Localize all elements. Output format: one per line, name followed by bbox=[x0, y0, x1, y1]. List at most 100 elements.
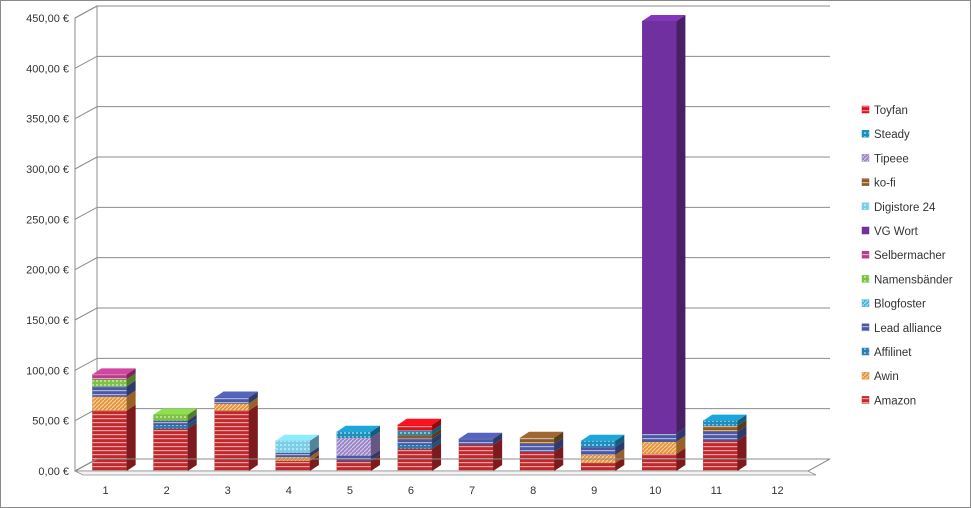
bar-front bbox=[580, 446, 616, 456]
bar-front bbox=[397, 438, 433, 445]
legend-swatch bbox=[861, 323, 870, 332]
bar-side bbox=[248, 391, 258, 404]
x-tick-label: 1 bbox=[102, 485, 108, 497]
bar-side bbox=[676, 427, 686, 442]
bar-side bbox=[615, 434, 625, 447]
gridline bbox=[74, 206, 830, 220]
bar-front bbox=[92, 379, 127, 387]
bar-side bbox=[432, 438, 442, 449]
bar-front bbox=[703, 420, 738, 426]
bar-front bbox=[642, 441, 677, 455]
bar-side bbox=[126, 368, 136, 380]
bar-segment-amazon bbox=[458, 438, 503, 472]
bar-stack-11 bbox=[703, 414, 747, 472]
x-tick-label: 5 bbox=[347, 485, 353, 497]
y-tick-label: 150,00 € bbox=[26, 315, 69, 327]
bar-side bbox=[432, 424, 442, 435]
bar-front bbox=[92, 396, 127, 411]
bar-stack-1 bbox=[92, 368, 136, 472]
bar-front bbox=[397, 444, 433, 450]
legend-item-awin: Awin bbox=[861, 371, 899, 383]
legend-item-tipeee: Tipeee bbox=[861, 153, 909, 165]
gridline bbox=[74, 106, 830, 120]
legend-label: Lead alliance bbox=[874, 323, 942, 335]
bars bbox=[92, 15, 747, 472]
bar-segment-amazon bbox=[519, 445, 564, 472]
bar-front bbox=[153, 420, 188, 425]
y-axis-tick-labels: 0,00 € 50,00 € 100,00 € 150,00 € 200,00 € 250… bbox=[26, 13, 69, 478]
y-tick-label: 300,00 € bbox=[26, 164, 69, 176]
x-tick-label: 9 bbox=[591, 485, 597, 497]
y-tick-label: 250,00 € bbox=[26, 214, 69, 226]
bar-segment-amazon bbox=[703, 434, 747, 472]
bar-front bbox=[703, 431, 738, 441]
legend-swatch bbox=[861, 250, 870, 259]
bar-front bbox=[703, 425, 738, 432]
legend-swatch bbox=[861, 396, 870, 404]
bar-front bbox=[458, 444, 494, 472]
x-tick-label: 3 bbox=[225, 485, 231, 497]
bar-stack-10 bbox=[642, 15, 686, 472]
bar-top bbox=[153, 408, 197, 415]
bar-top bbox=[703, 414, 747, 421]
x-tick-label: 10 bbox=[649, 485, 661, 497]
bar-segment-amazon bbox=[397, 442, 442, 472]
legend-label: ko-fi bbox=[874, 178, 896, 190]
bar-side bbox=[554, 431, 564, 444]
bar-top bbox=[92, 368, 136, 375]
bar-front bbox=[519, 437, 555, 444]
y-tick-label: 450,00 € bbox=[26, 13, 69, 25]
gridline bbox=[74, 357, 830, 371]
bar-front bbox=[703, 440, 738, 472]
y-tick-label: 200,00 € bbox=[26, 265, 69, 277]
bar-top bbox=[397, 418, 442, 425]
legend-label: Steady bbox=[874, 129, 910, 141]
bar-segment-amazon bbox=[214, 404, 258, 472]
bar-side bbox=[126, 380, 136, 397]
x-tick-label: 7 bbox=[469, 485, 475, 497]
y-tick-label: 350,00 € bbox=[26, 114, 69, 126]
legend-swatch bbox=[861, 129, 870, 138]
bar-front bbox=[153, 424, 188, 429]
legend-swatch bbox=[861, 226, 870, 235]
legend-label: Affilinet bbox=[874, 347, 912, 359]
bar-front bbox=[92, 374, 127, 380]
bar-side bbox=[370, 431, 380, 456]
bar-side bbox=[737, 425, 747, 441]
x-tick-label: 6 bbox=[408, 485, 414, 497]
legend-label: Digistore 24 bbox=[874, 202, 936, 214]
gridline bbox=[74, 156, 830, 170]
bar-side bbox=[432, 428, 442, 439]
bar-stack-5 bbox=[336, 425, 380, 472]
bar-top bbox=[642, 15, 686, 22]
bar-stack-7 bbox=[458, 432, 503, 472]
bar-front bbox=[275, 440, 311, 454]
bar-front bbox=[214, 410, 249, 472]
legend-label: Toyfan bbox=[874, 105, 908, 117]
bar-side bbox=[309, 446, 319, 457]
bar-front bbox=[153, 428, 188, 472]
bar-front bbox=[336, 431, 372, 438]
legend-item-steady: Steady bbox=[861, 129, 910, 141]
y-tick-label: 100,00 € bbox=[26, 365, 69, 377]
x-tick-label: 12 bbox=[771, 485, 783, 497]
legend-label: Amazon bbox=[874, 395, 916, 407]
legend-item-selbermacher: Selbermacher bbox=[861, 250, 946, 262]
legend-swatch bbox=[861, 105, 870, 114]
bar-side bbox=[554, 445, 564, 471]
bar-front bbox=[397, 434, 433, 439]
bar-segment-vg-wort bbox=[642, 15, 686, 434]
bar-stack-8 bbox=[519, 431, 564, 472]
bar-side bbox=[432, 418, 442, 431]
bar-side bbox=[370, 425, 380, 438]
y-tick-label: 0,00 € bbox=[38, 466, 69, 478]
bar-side bbox=[248, 397, 258, 411]
legend-label: Blogfoster bbox=[874, 299, 926, 311]
legend-item-affilinet: Affilinet bbox=[861, 347, 912, 359]
bar-side bbox=[126, 373, 136, 387]
bar-front bbox=[214, 403, 249, 411]
legend-item-digistore-24: Digistore 24 bbox=[861, 202, 936, 214]
bar-top bbox=[275, 434, 319, 441]
legend-swatch bbox=[861, 347, 870, 356]
